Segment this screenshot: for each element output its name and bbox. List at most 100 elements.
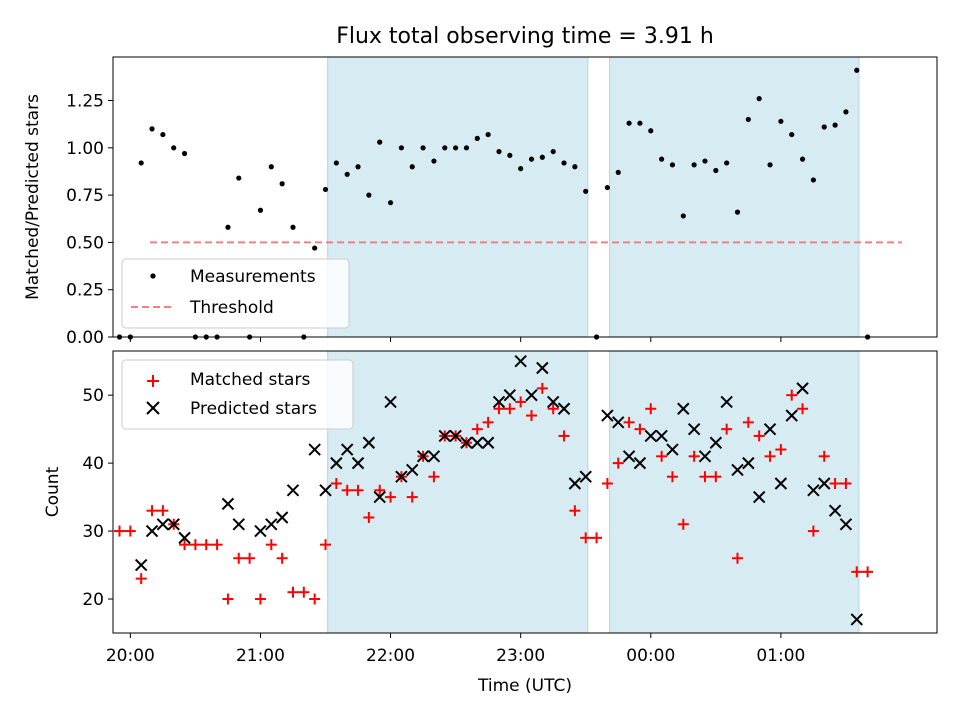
predicted-star-point [546, 395, 560, 409]
matched-star-point [179, 539, 191, 551]
matched-star-point [710, 471, 722, 483]
bottom-x-axis-ticks: 20:00 21:00 22:00 23:00 00:00 01:00 [106, 633, 805, 666]
measurement-point [431, 158, 437, 164]
matched-star-point [536, 382, 548, 394]
matched-star-point [330, 478, 342, 490]
measurement-point [528, 156, 535, 162]
predicted-star-point [221, 497, 235, 511]
matched-star-point [775, 444, 787, 456]
matched-star-point [114, 525, 126, 537]
matched-star-point [406, 491, 418, 503]
shaded-interval-2 [609, 350, 860, 634]
predicted-star-point [232, 518, 245, 531]
measurement-point [713, 167, 719, 174]
matched-star-point [428, 471, 440, 483]
predicted-star-point [687, 422, 701, 436]
measurement-point [583, 188, 589, 194]
measurement-point [561, 160, 567, 166]
predicted-star-point [503, 388, 517, 402]
matched-star-point [341, 484, 353, 496]
predicted-star-point [460, 436, 473, 449]
top-y-axis-label: Matched/Predicted stars [23, 94, 43, 300]
matched-star-point [363, 511, 375, 523]
predicted-star-point [427, 450, 441, 463]
matched-star-point [493, 403, 505, 415]
matched-star-point [254, 593, 266, 605]
shaded-interval-1 [327, 350, 589, 634]
predicted-star-point [731, 463, 744, 477]
matched-star-point [374, 484, 386, 496]
predicted-star-point [156, 518, 170, 531]
predicted-star-point [481, 436, 495, 449]
measurement-point [702, 158, 708, 164]
predicted-star-point [633, 456, 647, 470]
predicted-star-point [720, 395, 733, 409]
predicted-star-point [406, 463, 419, 477]
bottom-ytick-label: 20 [82, 590, 104, 610]
measurement-point [680, 213, 686, 219]
matched-star-point [265, 539, 277, 551]
matched-star-point [558, 430, 570, 442]
matched-star-point [276, 552, 288, 564]
predicted-star-point [395, 470, 408, 483]
matched-star-point [580, 532, 592, 544]
measurement-point [366, 192, 372, 198]
predicted-star-point [818, 477, 831, 490]
matched-star-point [298, 586, 310, 598]
predicted-star-point [655, 429, 668, 443]
xtick-label: 21:00 [236, 646, 285, 666]
predicted-star-point [752, 490, 766, 504]
xtick-label: 01:00 [756, 646, 805, 666]
matched-star-point [753, 430, 765, 442]
legend-label-matched: Matched stars [190, 370, 310, 390]
measurement-point [257, 207, 264, 213]
predicted-star-point [763, 422, 777, 436]
matched-star-point [504, 403, 516, 415]
matched-star-point [482, 416, 494, 428]
measurement-point [225, 224, 231, 230]
measurement-point [854, 67, 860, 73]
measurement-point [268, 164, 274, 170]
predicted-star-point [536, 361, 549, 375]
measurement-point [604, 184, 611, 191]
matched-star-point [309, 593, 321, 605]
measurement-point [615, 169, 621, 176]
matched-star-point [471, 423, 483, 435]
matched-star-point [634, 423, 646, 435]
measurement-point [377, 139, 383, 145]
predicted-star-point [796, 382, 809, 395]
predicted-star-point [525, 388, 538, 402]
predicted-star-point [622, 450, 636, 463]
measurement-point [420, 145, 426, 151]
predicted-star-point [340, 443, 354, 456]
matched-star-point [591, 532, 603, 544]
measurement-point [637, 120, 643, 126]
xtick-label: 23:00 [496, 646, 545, 666]
predicted-star-point [612, 416, 625, 429]
predicted-star-point [774, 477, 788, 490]
top-ytick-label: 0.25 [66, 281, 104, 301]
measurement-point [767, 162, 773, 168]
predicted-star-point [698, 450, 712, 463]
bottom-y-axis-label: Count [43, 466, 63, 517]
measurement-point [496, 148, 502, 155]
matched-star-point [135, 573, 147, 585]
predicted-star-point [449, 429, 462, 443]
measurement-point [344, 171, 350, 177]
measurement-point [572, 164, 578, 170]
predicted-star-point [286, 484, 300, 497]
xtick-label: 00:00 [626, 646, 675, 666]
matched-star-point [818, 450, 830, 462]
measurement-point [659, 156, 665, 162]
matched-star-point [157, 505, 169, 517]
predicted-star-point [709, 436, 723, 449]
bottom-ytick-label: 40 [82, 454, 104, 474]
predicted-star-point [807, 484, 820, 497]
top-panel: Flux total observing time = 3.91 h 0.000… [23, 24, 938, 348]
measurement-point [507, 152, 513, 158]
measurement-point [453, 145, 459, 151]
matched-star-point [526, 410, 538, 422]
bottom-legend: Matched stars Predicted stars [121, 359, 354, 430]
predicted-star-point [275, 511, 289, 524]
